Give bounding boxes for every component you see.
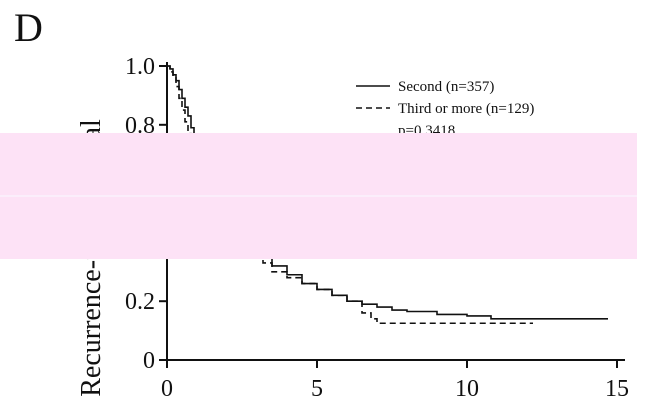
y-tick-label: 0 — [143, 348, 155, 374]
x-tick-label: 0 — [161, 376, 173, 402]
x-tick-label: 15 — [605, 376, 629, 402]
y-tick-label: 1.0 — [125, 54, 155, 80]
legend: Second (n=357)Third or more (n=129)p=0.3… — [356, 79, 534, 139]
legend-entry: Third or more (n=129) — [398, 101, 534, 117]
overlay-seam — [0, 195, 637, 197]
y-tick-label: 0.2 — [125, 289, 155, 315]
panel-label: D — [14, 5, 43, 50]
legend-entry: Second (n=357) — [398, 79, 494, 95]
overlay-band — [0, 133, 637, 259]
x-tick-label: 5 — [311, 376, 323, 402]
x-tick-label: 10 — [455, 376, 479, 402]
